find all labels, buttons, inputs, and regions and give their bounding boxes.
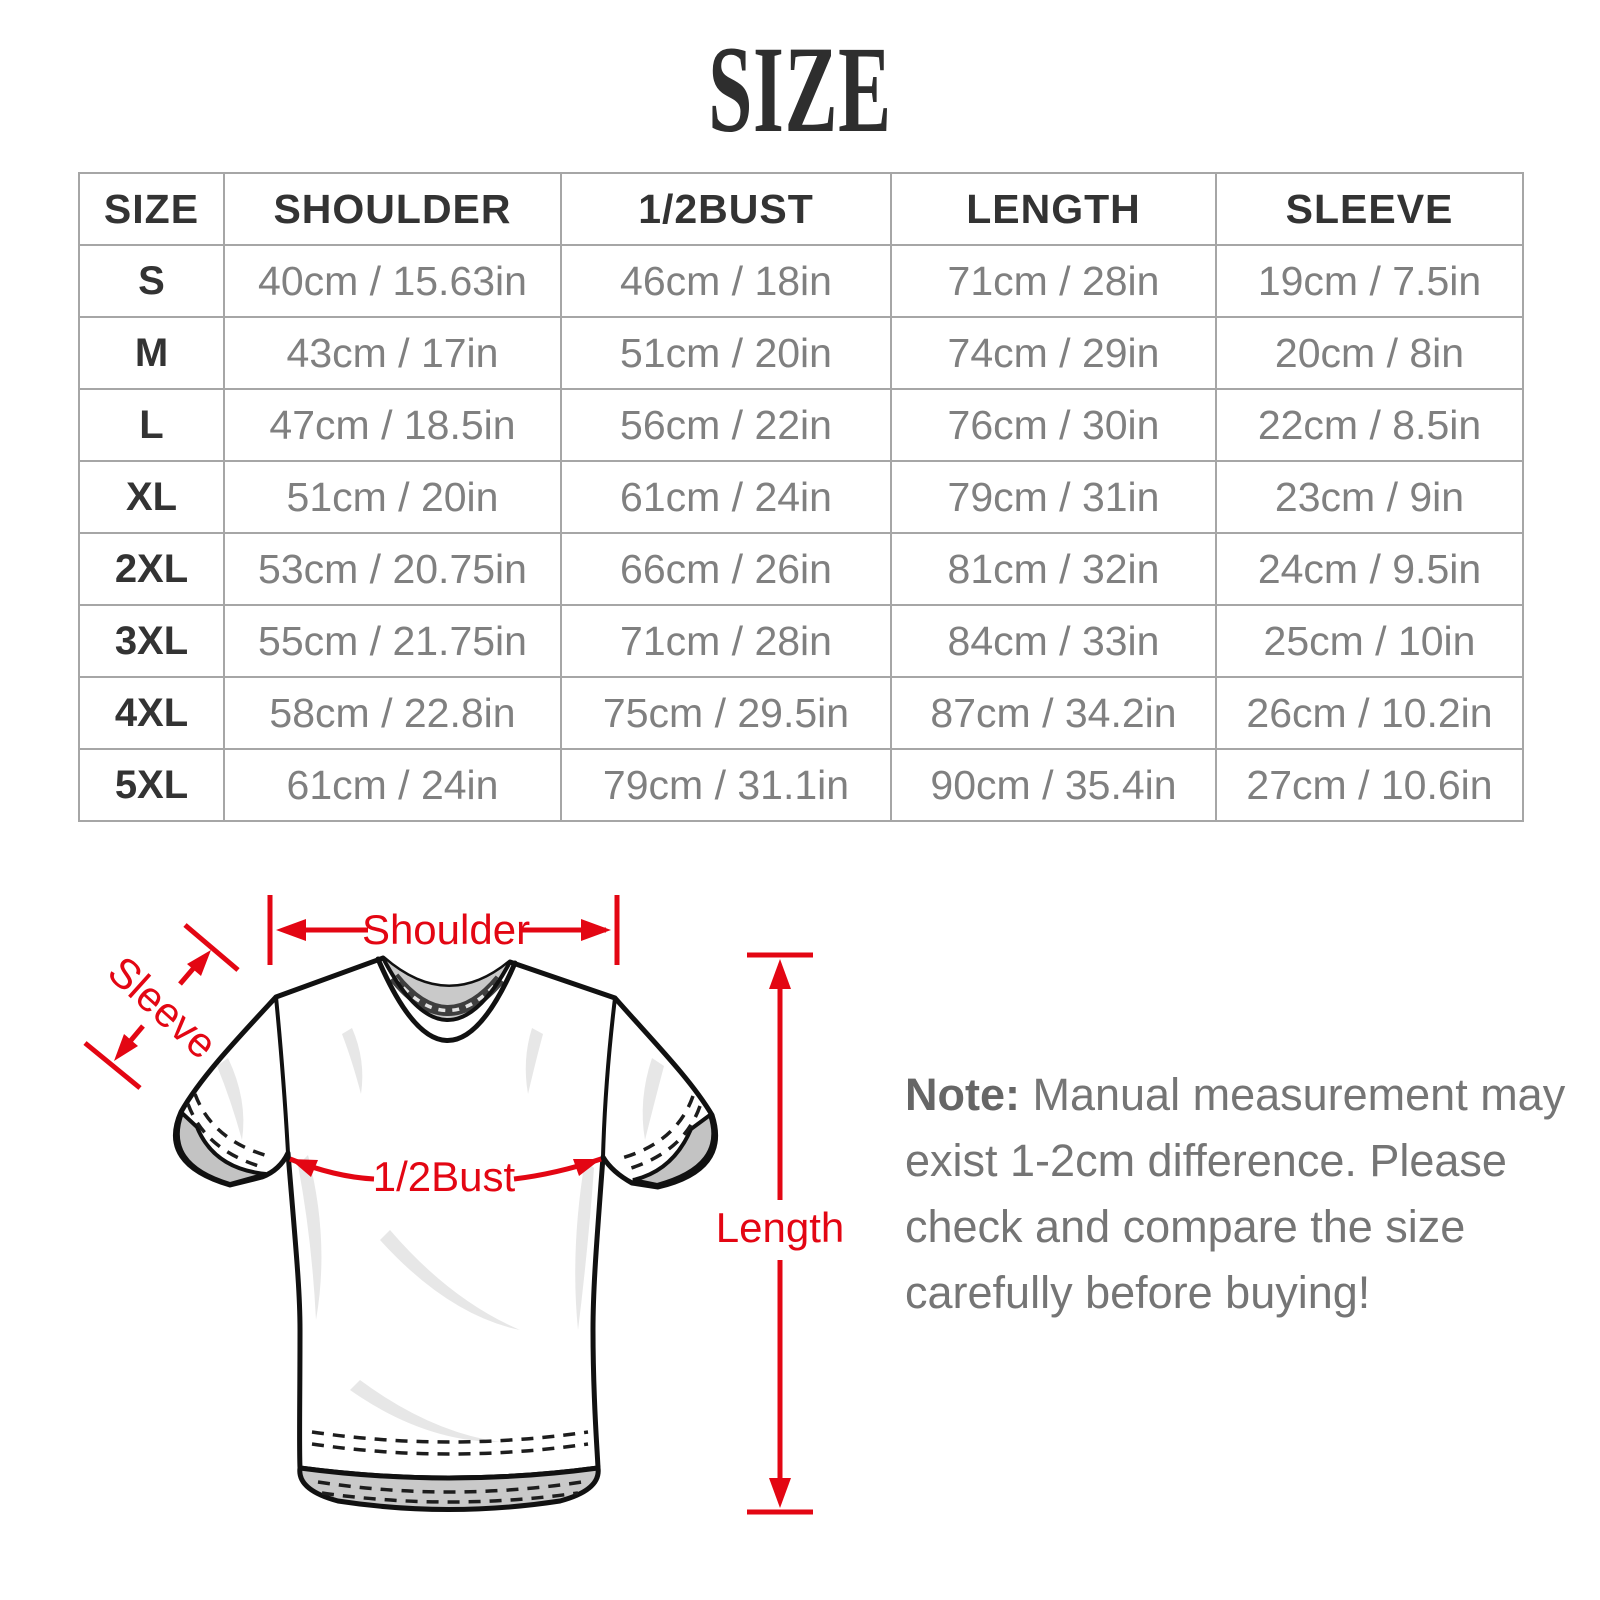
collar-seam-line <box>381 956 512 1022</box>
header-row: SIZE SHOULDER 1/2BUST LENGTH SLEEVE <box>78 172 1524 246</box>
length-cell: 71cm / 28in <box>890 244 1217 318</box>
table-row: S 40cm / 15.63in 46cm / 18in 71cm / 28in… <box>78 244 1524 318</box>
length-cell: 90cm / 35.4in <box>890 748 1217 822</box>
right-cuff-opening <box>632 1111 716 1188</box>
note-line: carefully before buying! <box>905 1267 1371 1318</box>
table-row: 2XL 53cm / 20.75in 66cm / 26in 81cm / 32… <box>78 532 1524 606</box>
tshirt-illustration <box>173 955 719 1512</box>
left-cuff <box>175 1093 269 1187</box>
size-cell: 3XL <box>78 604 225 678</box>
note-line1-text: Manual measurement may <box>1019 1069 1566 1120</box>
shoulder-cell: 47cm / 18.5in <box>223 388 562 462</box>
note-prefix: Note: <box>905 1069 1020 1120</box>
header-length: LENGTH <box>890 172 1217 246</box>
bust-cell: 51cm / 20in <box>560 316 892 390</box>
size-cell: L <box>78 388 225 462</box>
collar-zigzag-highlight <box>392 975 502 1013</box>
shoulder-cell: 61cm / 24in <box>223 748 562 822</box>
right-sleeve-seam <box>601 996 617 1159</box>
shoulder-cell: 58cm / 22.8in <box>223 676 562 750</box>
shoulder-label: Shoulder <box>362 906 530 953</box>
table-row: L 47cm / 18.5in 56cm / 22in 76cm / 30in … <box>78 388 1524 462</box>
collar <box>375 956 518 1043</box>
header-sleeve: SLEEVE <box>1215 172 1524 246</box>
length-label: Length <box>716 1204 844 1251</box>
table-row: 3XL 55cm / 21.75in 71cm / 28in 84cm / 33… <box>78 604 1524 678</box>
sleeve-arrowhead-bottom <box>114 1034 138 1061</box>
size-table-header: SIZE SHOULDER 1/2BUST LENGTH SLEEVE <box>78 172 1524 246</box>
length-cell: 74cm / 29in <box>890 316 1217 390</box>
bust-label: 1/2Bust <box>373 1153 516 1200</box>
fabric-folds <box>217 1028 664 1442</box>
shoulder-cell: 43cm / 17in <box>223 316 562 390</box>
note-block: Note: Manual measurement may exist 1-2cm… <box>905 1062 1565 1326</box>
bust-cell: 75cm / 29.5in <box>560 676 892 750</box>
header-bust: 1/2BUST <box>560 172 892 246</box>
shoulder-annotation: Shoulder <box>267 895 620 965</box>
header-size: SIZE <box>78 172 225 246</box>
shoulder-cell: 51cm / 20in <box>223 460 562 534</box>
bust-cell: 79cm / 31.1in <box>560 748 892 822</box>
note-line: check and compare the size <box>905 1201 1466 1252</box>
sleeve-cell: 25cm / 10in <box>1215 604 1524 678</box>
sleeve-cell: 24cm / 9.5in <box>1215 532 1524 606</box>
note-line: Note: Manual measurement may <box>905 1062 1565 1128</box>
size-cell: S <box>78 244 225 318</box>
table-row: XL 51cm / 20in 61cm / 24in 79cm / 31in 2… <box>78 460 1524 534</box>
bust-arrowhead-right <box>573 1159 601 1176</box>
shoulder-arrowhead-left <box>276 919 306 941</box>
sleeve-cell: 20cm / 8in <box>1215 316 1524 390</box>
sleeve-cell: 22cm / 8.5in <box>1215 388 1524 462</box>
left-sleeve-seam <box>274 995 290 1155</box>
bust-annotation: 1/2Bust <box>289 1153 602 1200</box>
shoulder-cell: 55cm / 21.75in <box>223 604 562 678</box>
length-arrowhead-top <box>769 959 791 989</box>
size-cell: 5XL <box>78 748 225 822</box>
sleeve-arrowhead-top <box>187 950 211 976</box>
size-table: SIZE SHOULDER 1/2BUST LENGTH SLEEVE S 40… <box>78 172 1524 822</box>
table-row: 5XL 61cm / 24in 79cm / 31.1in 90cm / 35.… <box>78 748 1524 822</box>
length-cell: 84cm / 33in <box>890 604 1217 678</box>
tshirt-body-outline <box>173 955 719 1481</box>
hem <box>297 1430 601 1512</box>
length-cell: 76cm / 30in <box>890 388 1217 462</box>
bust-cell: 71cm / 28in <box>560 604 892 678</box>
collar-outer-line <box>375 956 518 1043</box>
shoulder-cell: 53cm / 20.75in <box>223 532 562 606</box>
bust-arrowhead-left <box>290 1159 318 1177</box>
sleeve-cap-top <box>183 923 240 972</box>
size-cell: 4XL <box>78 676 225 750</box>
sleeve-cell: 19cm / 7.5in <box>1215 244 1524 318</box>
table-row: 4XL 58cm / 22.8in 75cm / 29.5in 87cm / 3… <box>78 676 1524 750</box>
sleeve-cell: 23cm / 9in <box>1215 460 1524 534</box>
length-annotation: Length <box>716 952 844 1515</box>
bust-cell: 66cm / 26in <box>560 532 892 606</box>
size-cell: 2XL <box>78 532 225 606</box>
sleeve-cell: 26cm / 10.2in <box>1215 676 1524 750</box>
size-cell: XL <box>78 460 225 534</box>
size-cell: M <box>78 316 225 390</box>
shoulder-arrowhead-right <box>581 919 611 941</box>
length-cell: 87cm / 34.2in <box>890 676 1217 750</box>
bust-cell: 61cm / 24in <box>560 460 892 534</box>
left-cuff-opening <box>175 1109 267 1187</box>
table-row: M 43cm / 17in 51cm / 20in 74cm / 29in 20… <box>78 316 1524 390</box>
note-line: exist 1-2cm difference. Please <box>905 1135 1507 1186</box>
shoulder-cell: 40cm / 15.63in <box>223 244 562 318</box>
bust-cell: 46cm / 18in <box>560 244 892 318</box>
length-cell: 81cm / 32in <box>890 532 1217 606</box>
length-arrowhead-bottom <box>769 1478 791 1508</box>
sleeve-cell: 27cm / 10.6in <box>1215 748 1524 822</box>
header-shoulder: SHOULDER <box>223 172 562 246</box>
sleeve-cap-bottom <box>83 1041 142 1090</box>
page-title: SIZE <box>708 21 892 158</box>
length-cell: 79cm / 31in <box>890 460 1217 534</box>
bust-cell: 56cm / 22in <box>560 388 892 462</box>
right-cuff <box>621 1095 716 1188</box>
